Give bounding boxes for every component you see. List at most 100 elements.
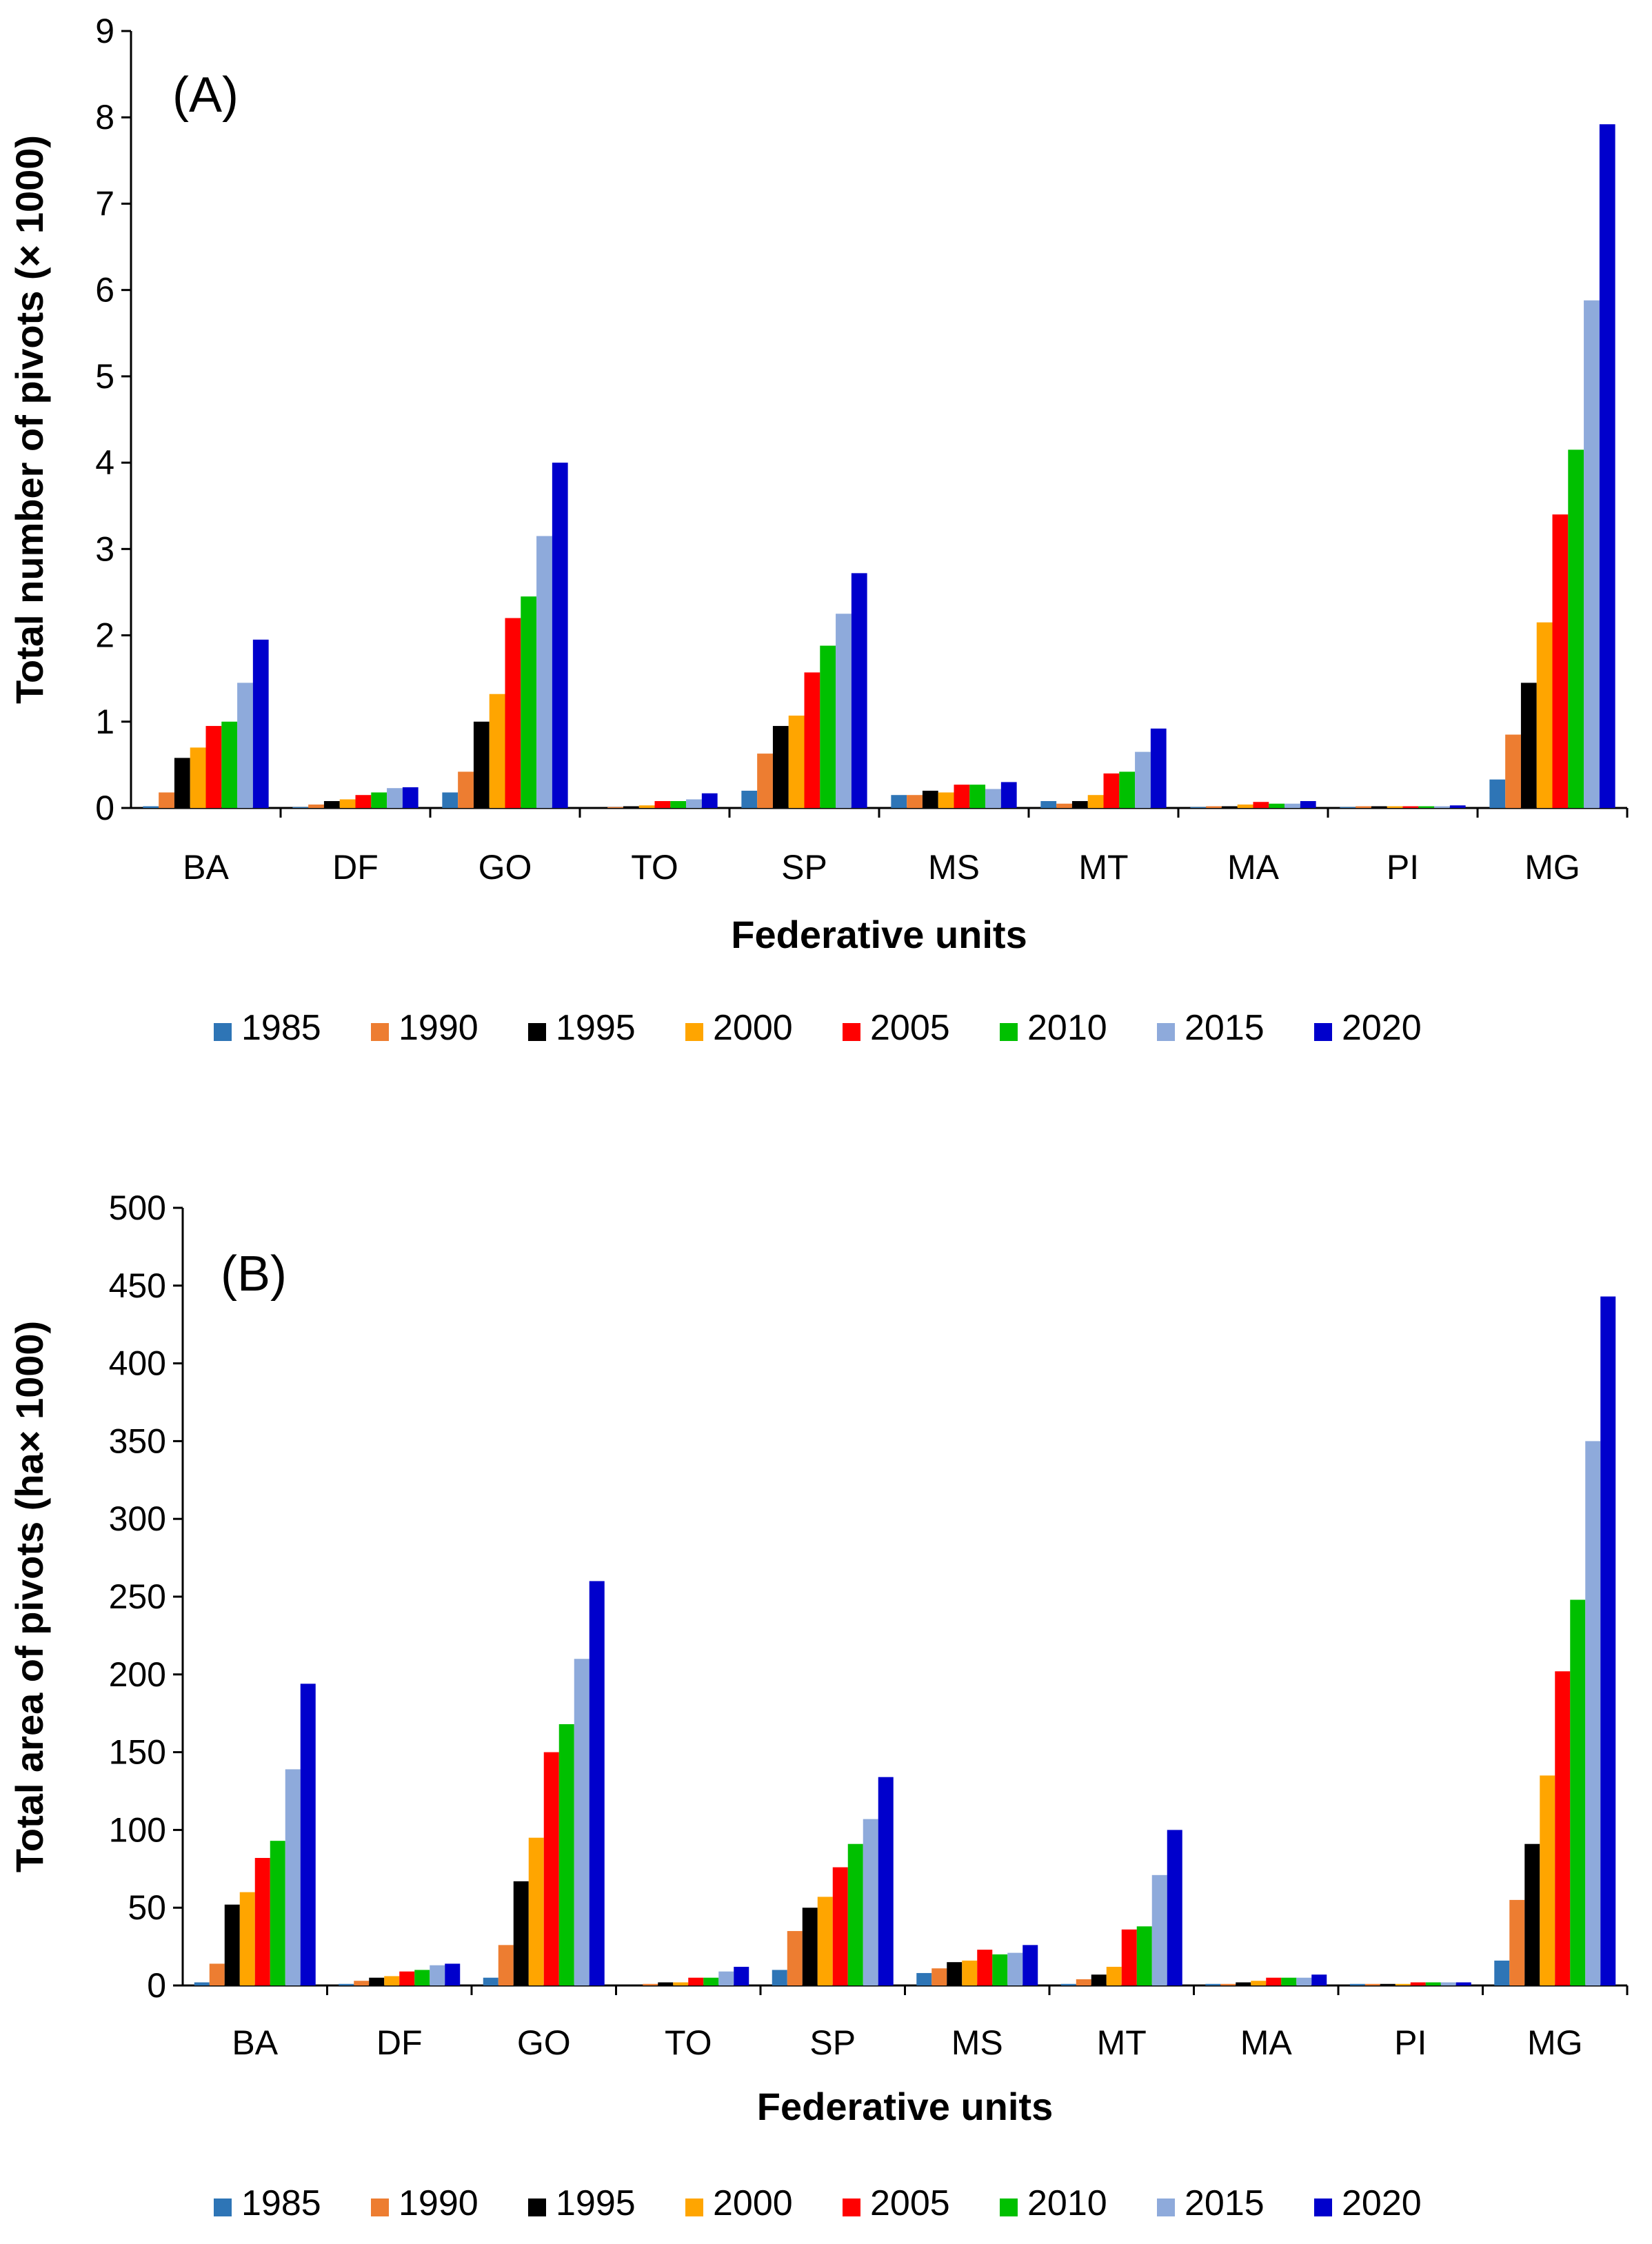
bar-pi-1990	[1356, 806, 1371, 808]
bar-ma-2015	[1285, 803, 1300, 808]
bar-go-1985	[483, 1977, 498, 1985]
bar-ba-2015	[237, 683, 253, 808]
x-tick-label: MS	[951, 2023, 1003, 2062]
legend-swatch-2010	[1000, 1023, 1018, 1041]
bar-sp-2005	[832, 1867, 848, 1985]
bar-ma-2015	[1296, 1977, 1312, 1985]
bar-to-2010	[703, 1977, 719, 1985]
legend-label-2005: 2005	[870, 2183, 950, 2223]
y-tick-label: 500	[109, 1189, 166, 1227]
bar-ba-2010	[270, 1841, 285, 1985]
bar-ba-2015	[285, 1769, 301, 1985]
bar-ba-2005	[205, 726, 222, 808]
x-tick-label: GO	[479, 848, 532, 887]
bar-df-2020	[445, 1963, 461, 1985]
bar-ma-2005	[1266, 1977, 1282, 1985]
bar-pi-1995	[1380, 1983, 1396, 1985]
bar-df-2005	[355, 795, 372, 808]
bar-ba-1990	[209, 1963, 225, 1985]
bar-pi-1985	[1349, 1983, 1365, 1985]
bar-sp-2000	[817, 1897, 833, 1985]
bar-pi-2005	[1410, 1982, 1426, 1985]
bar-mt-2005	[1121, 1929, 1137, 1985]
bar-df-2020	[402, 787, 419, 808]
bar-sp-1985	[772, 1970, 787, 1985]
bar-go-2000	[489, 694, 505, 808]
bar-mt-2000	[1106, 1966, 1122, 1985]
bar-mg-2010	[1570, 1599, 1586, 1985]
panel-a: 0 1 2 3 4 5 6 7 8 9 BA DF GO TO SP MS MT MA PI MG (A) Total n…	[8, 12, 1629, 1048]
x-axis-label: Federative units	[731, 913, 1027, 956]
bar-mt-2005	[1103, 773, 1120, 808]
bar-ma-2005	[1253, 802, 1269, 808]
bar-to-2010	[670, 800, 687, 808]
bar-mt-1985	[1040, 800, 1057, 808]
bar-df-1990	[354, 1981, 370, 1985]
bar-mg-1990	[1509, 1899, 1525, 1985]
bar-pi-2020	[1449, 805, 1466, 808]
bar-ms-1990	[907, 795, 923, 808]
bar-df-1985	[292, 807, 309, 808]
x-tick-label: SP	[781, 848, 827, 887]
bar-pi-1990	[1364, 1983, 1380, 1985]
legend-swatch-2010	[1000, 2198, 1018, 2216]
bar-pi-2010	[1418, 806, 1435, 808]
legend-swatch-2015	[1157, 1023, 1175, 1041]
bar-mt-1995	[1091, 1974, 1107, 1985]
bar-mg-2005	[1555, 1671, 1571, 1985]
bar-go-2010	[521, 596, 537, 808]
bar-ma-1995	[1221, 806, 1238, 808]
bar-sp-2000	[788, 716, 805, 808]
bar-ba-2000	[239, 1892, 255, 1985]
x-tick-label: MG	[1527, 2023, 1583, 2062]
bar-ba-1990	[159, 792, 174, 808]
y-tick-label: 4	[95, 443, 114, 482]
bar-pi-2005	[1402, 806, 1419, 808]
bar-ma-2020	[1311, 1974, 1327, 1985]
bar-ba-2010	[221, 721, 238, 808]
x-tick-label: MA	[1240, 2023, 1293, 2062]
legend-label-2000: 2000	[713, 2183, 793, 2223]
y-tick-label: 400	[109, 1344, 166, 1383]
bar-mt-2010	[1119, 771, 1136, 808]
bar-go-2020	[589, 1581, 605, 1985]
bar-mt-2020	[1167, 1830, 1182, 1985]
bar-ms-2015	[985, 789, 1001, 808]
bar-df-2010	[414, 1970, 430, 1985]
bar-df-1995	[323, 800, 340, 808]
bar-sp-1995	[772, 726, 789, 808]
bar-sp-1990	[757, 754, 773, 808]
bar-sp-2015	[863, 1819, 878, 1985]
bar-ma-2010	[1269, 803, 1285, 808]
y-tick-label: 200	[109, 1655, 166, 1694]
y-tick-label: 6	[95, 271, 114, 310]
bar-mt-1990	[1056, 803, 1072, 808]
bar-go-1995	[513, 1881, 529, 1985]
x-tick-label: TO	[631, 848, 678, 887]
bar-df-2005	[399, 1971, 415, 1985]
bar-df-2015	[430, 1965, 445, 1985]
bar-mg-2000	[1536, 622, 1553, 808]
x-tick-label: DF	[332, 848, 379, 887]
legend-label-1990: 1990	[399, 1008, 479, 1048]
legend-swatch-1985	[214, 1023, 232, 1041]
bar-go-2000	[528, 1837, 544, 1985]
y-tick-label: 450	[109, 1266, 166, 1305]
bar-sp-1985	[741, 790, 758, 808]
legend-swatch-2020	[1314, 1023, 1332, 1041]
y-tick-label: 8	[95, 98, 114, 137]
y-tick-label: 3	[95, 529, 114, 568]
legend-swatch-1995	[528, 2198, 546, 2216]
bar-pi-2000	[1387, 806, 1403, 808]
bar-sp-1990	[787, 1931, 803, 1985]
bar-to-2005	[654, 800, 671, 808]
x-tick-label: TO	[665, 2023, 712, 2062]
bar-pi-2015	[1440, 1982, 1456, 1985]
bar-go-2005	[505, 618, 521, 808]
y-tick-label: 7	[95, 184, 114, 223]
bar-ms-2010	[992, 1954, 1008, 1985]
bar-sp-1995	[802, 1908, 818, 1985]
bar-pi-1985	[1340, 807, 1356, 808]
x-tick-label: BA	[232, 2023, 278, 2062]
